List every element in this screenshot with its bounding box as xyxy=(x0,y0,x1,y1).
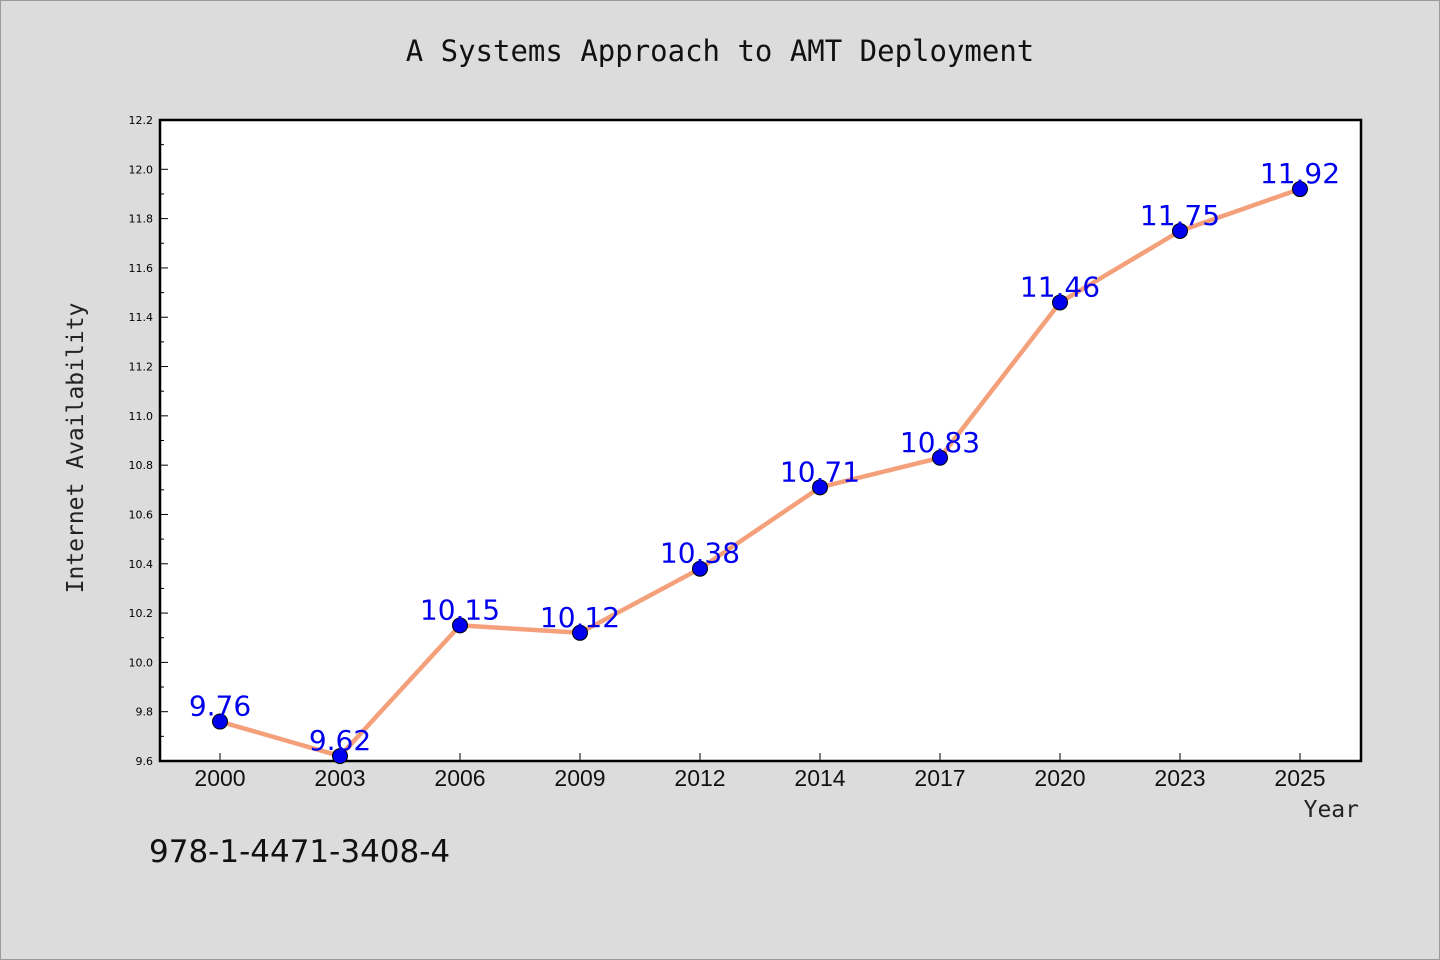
x-tick-label: 2000 xyxy=(194,765,245,791)
series-line-group xyxy=(217,186,1303,759)
y-tick-label: 12.0 xyxy=(129,163,154,176)
data-point xyxy=(332,748,348,765)
x-tick-label: 2014 xyxy=(794,765,845,791)
x-tick-label: 2020 xyxy=(1034,765,1085,791)
x-tick-label: 2025 xyxy=(1274,765,1325,791)
data-label-group: 9.76 9.62 10.15 10.12 10.38 10.71 10.83 11.46 11… xyxy=(189,157,1340,757)
data-point xyxy=(572,624,588,641)
x-tick-label: 2012 xyxy=(674,765,725,791)
y-tick-label: 11.8 xyxy=(129,213,154,226)
marker-group xyxy=(212,181,1308,765)
x-axis-ticks: 2000 2003 2006 2009 2012 2014 2017 2020 2023 2025 xyxy=(194,753,1326,791)
y-tick-label: 9.8 xyxy=(136,706,154,719)
plot-area xyxy=(158,118,1363,763)
x-axis-label: Year xyxy=(1303,797,1359,823)
data-point xyxy=(1292,181,1308,198)
data-label: 10.83 xyxy=(900,426,980,459)
chart-title: A Systems Approach to AMT Deployment xyxy=(405,34,1035,68)
data-point xyxy=(1172,222,1188,239)
data-point xyxy=(212,713,228,730)
series-line xyxy=(217,186,1303,759)
y-tick-label: 10.6 xyxy=(129,508,154,521)
y-tick-label: 9.6 xyxy=(136,755,154,768)
data-point xyxy=(812,479,828,496)
data-label: 9.76 xyxy=(189,690,251,723)
data-point xyxy=(932,449,948,466)
y-axis-ticks: 9.6 9.8 10.0 10.2 10.4 10.6 10.8 11.0 11.2 11.4 11… xyxy=(129,114,168,768)
y-tick-label: 11.4 xyxy=(129,311,154,324)
data-label: 10.71 xyxy=(780,455,860,488)
data-label: 11.92 xyxy=(1260,157,1340,190)
x-tick-label: 2017 xyxy=(914,765,965,791)
data-label: 11.75 xyxy=(1140,199,1220,232)
y-tick-label: 10.2 xyxy=(129,607,154,620)
y-tick-label: 10.4 xyxy=(129,558,154,571)
y-tick-label: 12.2 xyxy=(129,114,154,127)
data-label: 10.38 xyxy=(660,537,740,570)
y-tick-label: 10.0 xyxy=(129,656,154,669)
data-label: 10.15 xyxy=(420,593,500,626)
data-point xyxy=(1052,294,1068,311)
x-tick-label: 2023 xyxy=(1154,765,1205,791)
isbn-text: 978-1-4471-3408-4 xyxy=(149,834,451,870)
y-tick-label: 11.6 xyxy=(129,262,154,275)
data-point xyxy=(452,617,468,634)
x-tick-label: 2006 xyxy=(434,765,485,791)
data-point xyxy=(692,560,708,577)
data-label: 11.46 xyxy=(1020,270,1100,303)
y-tick-label: 11.2 xyxy=(129,361,154,374)
y-tick-label: 11.0 xyxy=(129,410,154,423)
y-tick-label: 10.8 xyxy=(129,459,154,472)
x-tick-label: 2003 xyxy=(314,765,365,791)
data-label: 9.62 xyxy=(309,724,371,757)
data-label: 10.12 xyxy=(540,601,620,634)
x-tick-label: 2009 xyxy=(554,765,605,791)
